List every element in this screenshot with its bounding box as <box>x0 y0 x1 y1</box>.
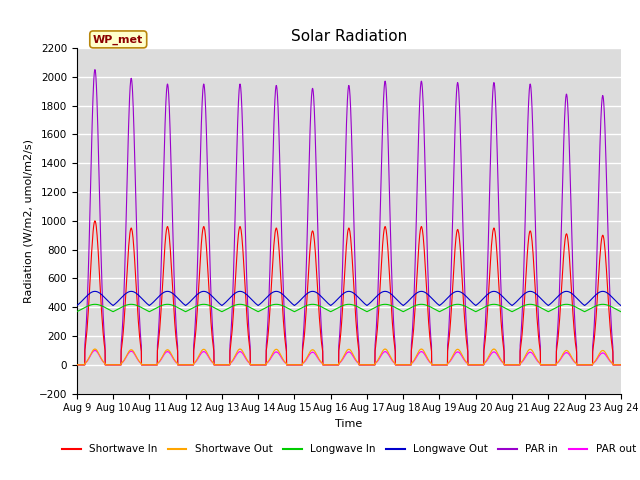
PAR out <box>258 362 266 368</box>
Longwave Out <box>330 300 338 305</box>
Line: PAR in: PAR in <box>77 70 621 365</box>
PAR in <box>470 362 478 368</box>
PAR out <box>617 362 625 368</box>
PAR in <box>91 67 99 72</box>
PAR out <box>486 353 493 359</box>
Text: WP_met: WP_met <box>93 34 143 45</box>
Shortwave In <box>470 362 478 368</box>
PAR in <box>588 362 595 368</box>
Shortwave Out <box>330 362 338 368</box>
Shortwave In <box>91 218 99 224</box>
Longwave In <box>617 309 625 314</box>
Shortwave In <box>617 362 625 368</box>
PAR out <box>594 355 602 360</box>
Longwave Out <box>91 288 99 294</box>
Shortwave In <box>73 362 81 368</box>
Y-axis label: Radiation (W/m2, umol/m2/s): Radiation (W/m2, umol/m2/s) <box>23 139 33 303</box>
Line: Longwave Out: Longwave Out <box>77 291 621 306</box>
PAR in <box>73 362 81 368</box>
Longwave In <box>73 309 81 314</box>
Shortwave In <box>486 268 493 274</box>
Shortwave Out <box>91 346 99 352</box>
PAR in <box>330 362 338 368</box>
PAR out <box>470 362 478 368</box>
Shortwave Out <box>73 362 81 368</box>
Shortwave Out <box>258 362 266 368</box>
Longwave Out <box>470 301 478 307</box>
PAR out <box>588 362 595 368</box>
Longwave In <box>588 305 595 311</box>
PAR out <box>330 362 338 368</box>
PAR in <box>258 362 266 368</box>
Shortwave In <box>258 362 266 368</box>
Shortwave In <box>330 362 338 368</box>
Longwave In <box>470 308 478 314</box>
Shortwave In <box>588 362 595 368</box>
Title: Solar Radiation: Solar Radiation <box>291 29 407 44</box>
PAR in <box>594 214 602 220</box>
PAR out <box>73 362 81 368</box>
Longwave Out <box>258 300 266 305</box>
Shortwave Out <box>588 362 595 368</box>
Shortwave Out <box>594 353 602 359</box>
Legend: Shortwave In, Shortwave Out, Longwave In, Longwave Out, PAR in, PAR out: Shortwave In, Shortwave Out, Longwave In… <box>58 440 640 458</box>
Longwave In <box>594 302 602 308</box>
Longwave In <box>486 302 493 308</box>
Line: Longwave In: Longwave In <box>77 304 621 312</box>
Line: Shortwave Out: Shortwave Out <box>77 349 621 365</box>
Longwave Out <box>486 290 493 296</box>
Shortwave In <box>594 284 602 290</box>
Longwave Out <box>617 302 625 308</box>
Line: Shortwave In: Shortwave In <box>77 221 621 365</box>
Shortwave Out <box>486 351 493 357</box>
Longwave Out <box>73 303 81 309</box>
Longwave In <box>330 307 338 313</box>
PAR out <box>91 348 99 353</box>
Longwave In <box>258 307 266 313</box>
PAR in <box>617 362 625 368</box>
Longwave Out <box>594 290 602 296</box>
Longwave Out <box>588 297 595 302</box>
PAR in <box>486 180 493 186</box>
Shortwave Out <box>617 362 625 368</box>
Line: PAR out: PAR out <box>77 350 621 365</box>
Longwave In <box>91 301 99 307</box>
X-axis label: Time: Time <box>335 419 362 429</box>
Shortwave Out <box>470 362 478 368</box>
